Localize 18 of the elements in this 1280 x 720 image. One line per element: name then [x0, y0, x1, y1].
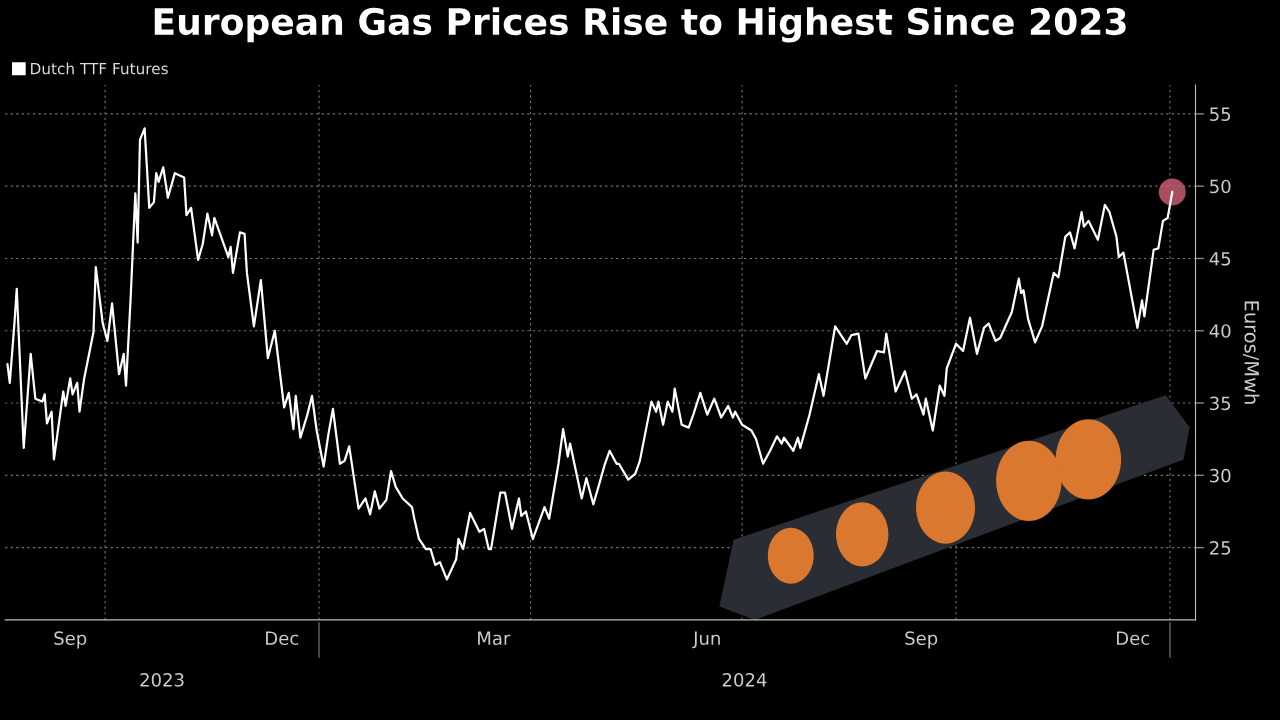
text: 2024: [722, 673, 767, 687]
x-tick-label: Sep: [905, 631, 938, 649]
chart-title: European Gas Prices Rise to Highest Since 2023: [154, 7, 1126, 43]
x-tick-label: Dec: [266, 631, 299, 646]
x-tick-label: Dec: [1117, 631, 1150, 646]
y-tick-label: 50: [1210, 179, 1231, 194]
y-axis-title: Euros/Mwh: [1242, 301, 1260, 404]
y-tick-label: 30: [1210, 468, 1231, 483]
y-tick-label: 40: [1209, 324, 1231, 338]
y-tick-label: 55: [1210, 107, 1231, 121]
y-tick-label: 45: [1209, 252, 1231, 266]
legend-label: Dutch TTF Futures: [31, 62, 168, 75]
y-tick-label: 25: [1210, 541, 1231, 555]
x-tick-label: Mar: [478, 631, 511, 646]
text: 2023: [140, 673, 184, 687]
x-tick-label: Sep: [54, 631, 87, 649]
y-tick-label: 35: [1210, 396, 1231, 411]
x-tick-label: Jun: [692, 631, 720, 649]
